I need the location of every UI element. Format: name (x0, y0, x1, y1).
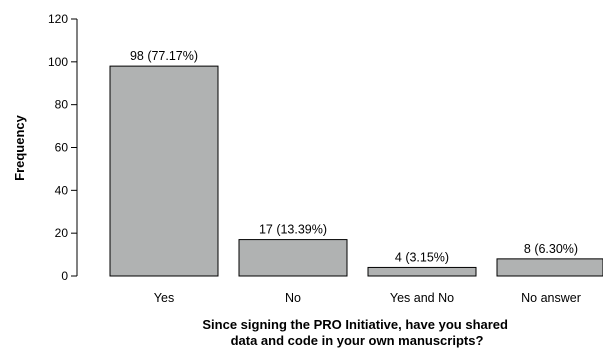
y-tick-label: 120 (48, 12, 68, 26)
x-axis-title-line-1: Since signing the PRO Initiative, have y… (202, 317, 508, 332)
y-tick-label: 20 (55, 226, 69, 240)
x-axis: Yes No Yes and No No answer (154, 291, 581, 305)
data-label: 4 (3.15%) (395, 250, 449, 264)
y-axis: 0 20 40 60 80 100 120 (48, 12, 78, 283)
data-label: 98 (77.17%) (130, 49, 198, 63)
bar (109, 65, 219, 277)
y-tick-label: 80 (55, 98, 69, 112)
bar (238, 239, 348, 277)
bar (496, 258, 603, 277)
y-axis-title: Frequency (12, 114, 27, 181)
data-label: 8 (6.30%) (524, 242, 578, 256)
data-label: 17 (13.39%) (259, 223, 327, 237)
bars: 98 (77.17%) 17 (13.39%) 4 (3.15%) 8 (6.30%) (109, 49, 603, 277)
y-tick-label: 60 (55, 141, 69, 155)
category-label: No (285, 291, 301, 305)
x-axis-title: Since signing the PRO Initiative, have y… (202, 317, 511, 348)
y-tick-label: 40 (55, 183, 69, 197)
bar (367, 266, 477, 277)
category-label: Yes (154, 291, 174, 305)
x-axis-title-line-2: data and code in your own manuscripts? (231, 333, 484, 348)
y-tick-label: 100 (48, 55, 68, 69)
y-tick-label: 0 (61, 269, 68, 283)
category-label: No answer (521, 291, 581, 305)
category-label: Yes and No (390, 291, 454, 305)
